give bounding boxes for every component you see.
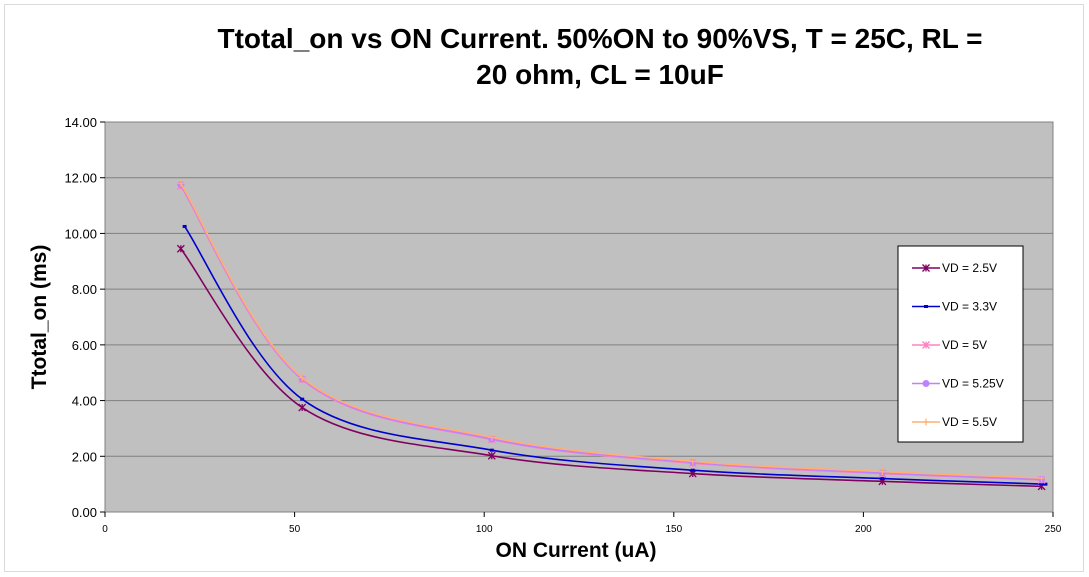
series-5-point-4	[689, 457, 697, 465]
series-2-point-6	[1043, 482, 1048, 486]
series-2-point-3	[489, 448, 494, 452]
x-tick-label: 250	[1045, 524, 1062, 535]
chart-title-line-2: 20 ohm, CL = 10uF	[476, 59, 724, 90]
y-axis-ticks: 0.00 2.00 4.00 6.00 8.00 10.00 12.00 14.00	[64, 115, 105, 520]
x-tick-label: 0	[102, 524, 108, 535]
series-5-point-2	[298, 374, 306, 382]
series-5-point-1	[177, 179, 185, 187]
series-1-point-1	[176, 244, 185, 253]
x-tick-label: 100	[476, 524, 493, 535]
legend-label-1: VD = 2.5V	[942, 261, 997, 275]
series-5-point-3	[488, 433, 496, 441]
y-axis-title: Ttotal_on (ms)	[28, 245, 51, 390]
x-axis-title: ON Current (uA)	[496, 539, 657, 562]
series-1-point-2	[298, 403, 307, 412]
series-group	[176, 179, 1048, 491]
legend-marker-5	[922, 418, 930, 426]
x-tick-label: 200	[855, 524, 872, 535]
y-tick-label: 6.00	[72, 338, 97, 353]
series-2-point-5	[880, 477, 885, 481]
y-tick-label: 14.00	[64, 115, 97, 130]
legend-marker-4	[922, 380, 930, 387]
series-1-point-3	[487, 451, 496, 460]
legend-label-4: VD = 5.25V	[942, 377, 1004, 391]
legend: VD = 2.5V VD = 3.3V VD = 5V VD = 5.25V VD = …	[897, 245, 1024, 443]
x-axis-ticks: 0 50 100 150 200 250	[102, 512, 1062, 535]
y-tick-label: 12.00	[64, 171, 97, 186]
x-tick-label: 50	[289, 524, 301, 535]
legend-label-5: VD = 5.5V	[942, 415, 997, 429]
x-tick-label: 150	[665, 524, 682, 535]
y-tick-label: 4.00	[72, 394, 97, 409]
legend-box	[897, 245, 1024, 443]
series-5-point-5	[878, 468, 886, 476]
series-5-point-6	[1038, 474, 1046, 482]
series-2-point-2	[300, 397, 305, 401]
legend-marker-3	[922, 341, 930, 349]
legend-label-2: VD = 3.3V	[942, 300, 997, 314]
series-line-2	[183, 226, 1046, 485]
series-2-point-4	[690, 468, 695, 472]
gridlines	[105, 121, 1053, 513]
chart-title-line-1: Ttotal_on vs ON Current. 50%ON to 90%VS,…	[217, 23, 982, 54]
series-line-1	[180, 248, 1042, 488]
y-tick-label: 8.00	[72, 282, 97, 297]
series-2-point-1	[182, 224, 187, 228]
legend-label-3: VD = 5V	[942, 338, 987, 352]
legend-marker-1	[922, 264, 930, 272]
y-tick-label: 2.00	[72, 449, 97, 464]
chart-frame	[4, 4, 1084, 572]
legend-marker-2	[924, 305, 928, 308]
y-tick-label: 0.00	[72, 505, 97, 520]
y-tick-label: 10.00	[64, 226, 97, 241]
